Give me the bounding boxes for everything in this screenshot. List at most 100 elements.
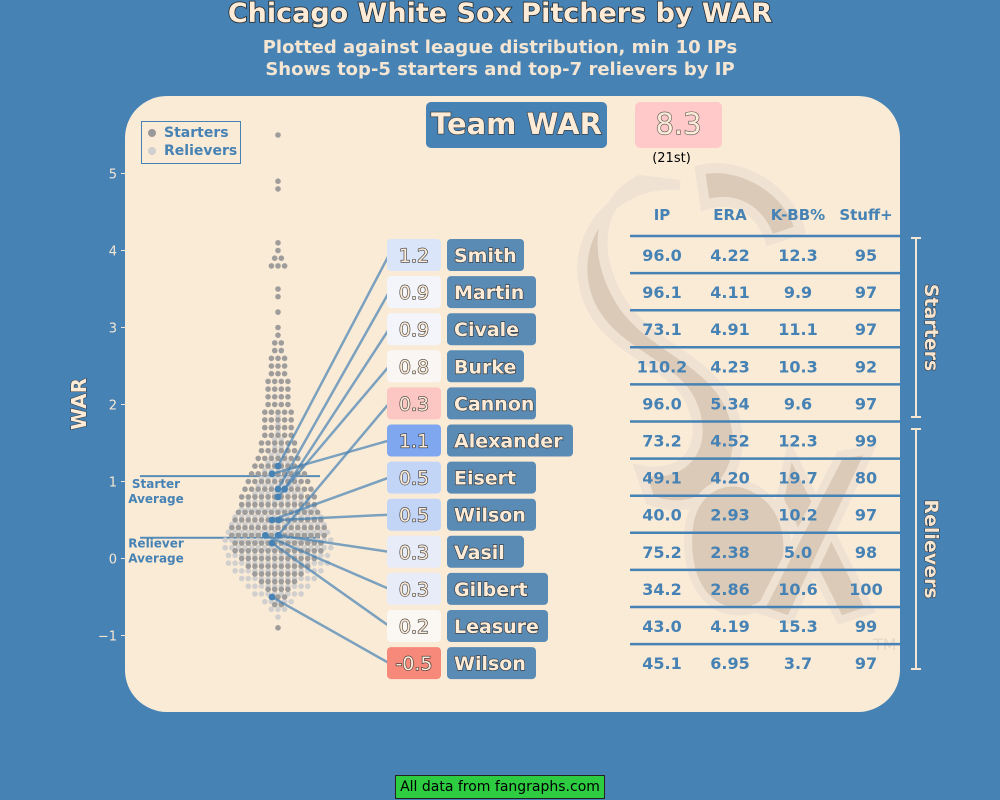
league-starter-dot [275, 132, 281, 138]
war-value: 0.3 [399, 542, 429, 564]
league-starter-dot [262, 409, 268, 416]
reliever-average-label: Reliever [128, 537, 184, 551]
league-starter-dot [304, 555, 311, 562]
league-starter-dot [268, 263, 275, 269]
table-header: K-BB% [771, 206, 825, 224]
league-starter-dot [268, 424, 275, 431]
league-starter-dot [262, 524, 268, 531]
league-reliever-dot [252, 575, 258, 582]
connector-line [271, 439, 390, 476]
starter-average-label: Average [128, 492, 184, 506]
league-reliever-dot [245, 575, 252, 582]
league-starter-dot [252, 555, 258, 562]
pitcher-highlight-dot [274, 462, 282, 470]
league-starter-dot [258, 563, 265, 569]
league-starter-dot [298, 494, 304, 500]
war-value-box [387, 535, 441, 568]
league-starter-dot [311, 548, 318, 554]
league-starter-dot [262, 432, 268, 439]
league-starter-dot [268, 355, 275, 362]
pitcher-name: Smith [454, 245, 517, 267]
league-starter-dot [278, 578, 285, 585]
league-starter-dot [255, 486, 261, 493]
league-starter-dot [278, 347, 285, 354]
pitcher-highlight-dot [268, 516, 276, 524]
table-cell: 2.86 [710, 580, 749, 599]
table-cell: 99 [855, 617, 877, 636]
starters-bracket-label: Starters [920, 284, 942, 372]
legend-starter-marker [148, 129, 156, 137]
league-starter-dot [308, 524, 314, 531]
league-starter-dot [288, 524, 295, 531]
table-cell: 75.2 [642, 543, 681, 562]
league-starter-dot [252, 540, 258, 546]
chart-title: Chicago White Sox Pitchers by WAR [227, 0, 773, 29]
pitcher-highlight-dot [274, 493, 282, 501]
league-starter-dot [252, 494, 258, 500]
league-reliever-dot [245, 568, 252, 574]
pitcher-highlight-dot [268, 593, 276, 601]
team-war-value: 8.3 [635, 102, 722, 148]
league-starter-dot [265, 548, 271, 554]
table-cell: 34.2 [642, 580, 681, 599]
league-starter-dot [278, 563, 285, 569]
league-starter-dot [275, 332, 281, 339]
league-starter-dot [232, 548, 238, 554]
pitcher-name: Martin [454, 282, 524, 304]
pitcher-name-box [447, 461, 536, 494]
table-cell: 96.1 [642, 283, 681, 302]
league-starter-dot [271, 401, 278, 408]
league-reliever-dot [298, 583, 304, 590]
table-cell: 5.34 [710, 394, 749, 413]
league-starter-dot [265, 563, 271, 569]
table-cell: 19.7 [778, 469, 817, 488]
table-cell: 10.3 [778, 357, 817, 376]
league-starter-dot [291, 571, 298, 577]
pitcher-highlight-dot [274, 485, 282, 493]
league-starter-dot [281, 432, 288, 439]
table-cell: 2.38 [710, 543, 749, 562]
war-value: 1.2 [399, 245, 429, 267]
legend-relievers-label: Relievers [164, 143, 238, 159]
league-starter-dot [255, 532, 261, 539]
league-starter-dot [295, 486, 301, 493]
league-starter-dot [271, 478, 278, 485]
pitcher-name-box [447, 350, 524, 383]
league-starter-dot [262, 509, 268, 516]
league-starter-dot [258, 501, 265, 508]
connector-line [264, 534, 390, 591]
league-starter-dot [268, 455, 275, 462]
league-reliever-dot [262, 598, 268, 605]
league-starter-dot [288, 455, 295, 462]
league-starter-dot [321, 524, 328, 531]
league-reliever-dot [318, 560, 324, 566]
league-starter-dot [252, 463, 258, 469]
pitcher-name: Vasil [454, 542, 505, 564]
table-cell: 4.52 [710, 432, 749, 451]
chart-subtitle-line-1: Plotted against league distribution, min… [262, 37, 738, 58]
table-header: ERA [713, 206, 747, 224]
league-starter-dot [265, 386, 271, 392]
league-starter-dot [281, 355, 288, 362]
league-starter-dot [275, 432, 281, 439]
pitcher-name: Leasure [454, 616, 539, 638]
league-starter-dot [262, 424, 268, 431]
league-starter-dot [318, 548, 324, 554]
league-starter-dot [275, 524, 281, 531]
league-starter-dot [275, 309, 281, 315]
table-header: IP [654, 206, 671, 224]
league-starter-dot [314, 524, 321, 531]
white-sox-logo [577, 163, 877, 625]
league-starter-dot [278, 555, 285, 562]
war-value-box [387, 647, 441, 680]
league-reliever-dot [238, 568, 245, 574]
table-cell: 80 [855, 469, 877, 488]
war-value: 0.5 [399, 505, 429, 527]
league-starter-dot [258, 578, 265, 585]
league-starter-dot [265, 463, 271, 469]
league-starter-dot [242, 532, 248, 539]
reliever-average-label: Average [128, 552, 184, 566]
league-distribution-dots [222, 132, 334, 631]
pitcher-name: Burke [454, 356, 516, 378]
league-reliever-dot [291, 591, 298, 597]
